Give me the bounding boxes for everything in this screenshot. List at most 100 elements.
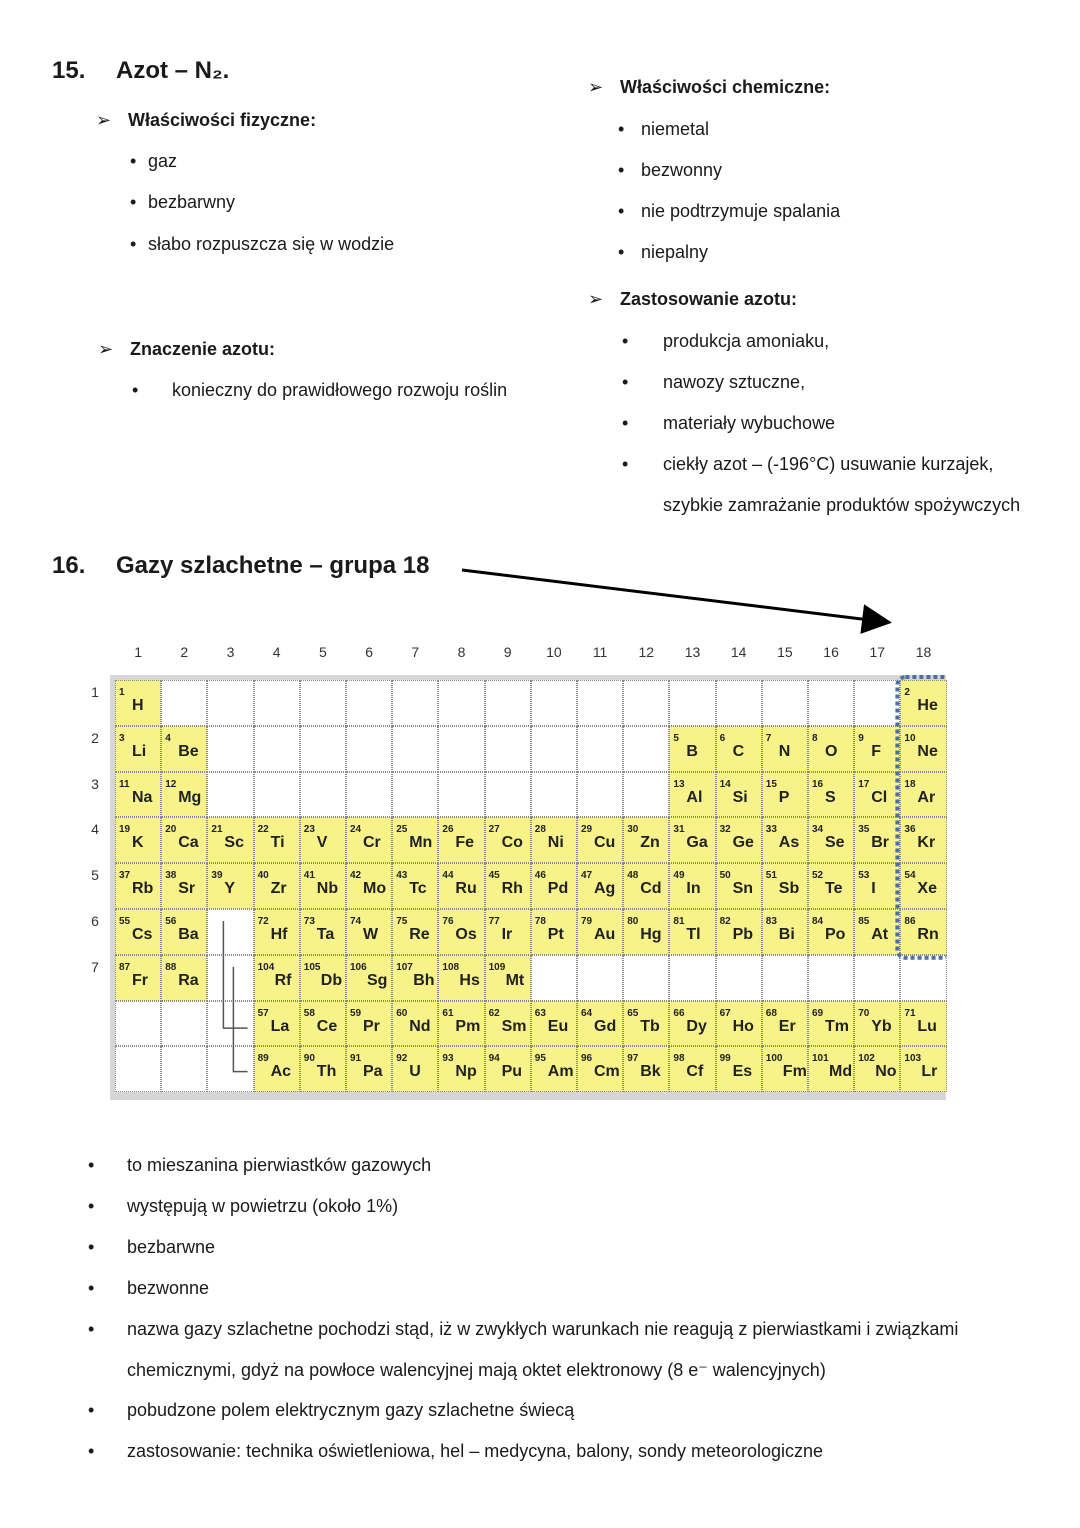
element-symbol: Sn [732, 880, 754, 898]
atomic-number: 76 [442, 916, 454, 927]
arrow-bullet: ➢ [588, 289, 604, 309]
element-cell: 28 Ni [530, 817, 577, 864]
element-cell: 10 Ne [900, 725, 947, 772]
section-number: 15. [52, 57, 86, 84]
element-cell: 71 Lu [900, 1000, 947, 1047]
element-cell: 52 Te [808, 863, 855, 909]
element-cell: 51 Sb [761, 863, 808, 909]
element-symbol: Yb [871, 1017, 892, 1035]
atomic-number: 71 [904, 1007, 916, 1019]
atomic-number: 39 [211, 870, 223, 882]
element-cell: 2 He [900, 680, 947, 726]
element-cell: 98 Cf [669, 1046, 716, 1093]
empty-cell [115, 1046, 162, 1093]
element-symbol: Ni [547, 834, 564, 852]
element-symbol: Bh [413, 971, 435, 989]
atomic-number: 14 [719, 778, 731, 790]
element-symbol: Te [825, 880, 843, 898]
element-cell: 60 Nd [392, 1000, 439, 1047]
empty-cell [808, 954, 855, 1001]
atomic-number: 85 [858, 916, 870, 927]
empty-cell [530, 725, 577, 772]
element-symbol: Al [686, 788, 703, 806]
empty-cell [530, 771, 577, 818]
element-symbol: Zr [270, 880, 287, 898]
list-item: bezbarwny [148, 192, 236, 212]
element-symbol: Dy [686, 1017, 707, 1035]
atomic-number: 30 [627, 824, 639, 836]
element-cell: 56 Ba [161, 909, 208, 955]
empty-cell [669, 680, 716, 726]
group-number: 6 [365, 644, 373, 660]
element-cell: 19 K [115, 817, 162, 864]
atomic-number: 40 [257, 870, 269, 882]
atomic-number: 24 [350, 824, 362, 836]
atomic-number: 25 [396, 824, 408, 836]
element-cell: 96 Cm [577, 1046, 624, 1093]
empty-cell [207, 771, 254, 818]
element-symbol: Ar [917, 788, 936, 806]
atomic-number: 52 [812, 870, 824, 882]
list-item: słabo rozpuszcza się w wodzie [148, 234, 395, 254]
element-symbol: Ho [732, 1017, 754, 1035]
element-symbol: Md [829, 1063, 853, 1081]
section-title: Gazy szlachetne – grupa 18 [116, 552, 430, 579]
element-cell: 20 Ca [161, 817, 208, 864]
element-cell: 42 Mo [346, 863, 393, 909]
element-cell: 55 Cs [115, 909, 162, 955]
atomic-number: 2 [904, 687, 910, 698]
atomic-number: 50 [719, 870, 731, 882]
period-number: 7 [91, 958, 99, 975]
list-item: niepalny [641, 242, 709, 262]
group-number: 7 [411, 644, 420, 660]
atomic-number: 1 [119, 687, 125, 698]
heading: Właściwości fizyczne: [128, 110, 317, 130]
element-cell: 103 Lr [900, 1046, 947, 1093]
atomic-number: 33 [765, 824, 777, 836]
arrow [461, 568, 892, 634]
atomic-number: 101 [812, 1053, 829, 1065]
element-symbol: Sr [178, 880, 196, 898]
atomic-number: 36 [904, 824, 916, 836]
element-cell: 38 Sr [161, 863, 208, 909]
element-symbol: Si [732, 788, 748, 806]
empty-cell [207, 1000, 254, 1047]
element-cell: 85 At [854, 909, 901, 955]
empty-cell [669, 954, 716, 1001]
atomic-number: 38 [165, 870, 177, 882]
empty-cell [900, 954, 947, 1001]
element-symbol: Lr [921, 1063, 938, 1081]
element-symbol: Re [409, 926, 430, 943]
element-cell: 67 Ho [715, 1000, 762, 1047]
section-title: Azot – N₂. [116, 57, 230, 84]
element-symbol: Cm [594, 1063, 620, 1081]
group-number: 17 [869, 644, 886, 660]
element-cell: 11 Na [115, 771, 162, 818]
atomic-number: 56 [165, 916, 177, 927]
empty-cell [207, 1046, 254, 1093]
element-cell: 77 Ir [484, 909, 531, 955]
element-symbol: Ir [501, 926, 513, 943]
list-item: materiały wybuchowe [663, 413, 836, 433]
empty-cell [299, 725, 346, 772]
bullet: • [618, 160, 625, 180]
empty-cell [161, 680, 208, 726]
element-cell: 33 As [761, 817, 808, 864]
element-cell: 14 Si [715, 771, 762, 818]
element-symbol: Li [132, 742, 147, 760]
section-number: 16. [52, 552, 86, 579]
element-symbol: Ta [316, 926, 335, 943]
period-number: 3 [91, 775, 99, 792]
empty-cell [577, 680, 624, 726]
element-cell: 76 Os [438, 909, 485, 955]
bullet: • [622, 331, 629, 351]
atomic-number: 69 [812, 1007, 824, 1019]
element-cell: 106 Sg [346, 954, 393, 1001]
element-symbol: Mt [505, 971, 525, 989]
element-cell: 31 Ga [669, 817, 716, 864]
empty-cell [392, 725, 439, 772]
element-cell: 78 Pt [530, 909, 577, 955]
atomic-number: 51 [765, 870, 777, 882]
element-symbol: Os [455, 926, 477, 943]
